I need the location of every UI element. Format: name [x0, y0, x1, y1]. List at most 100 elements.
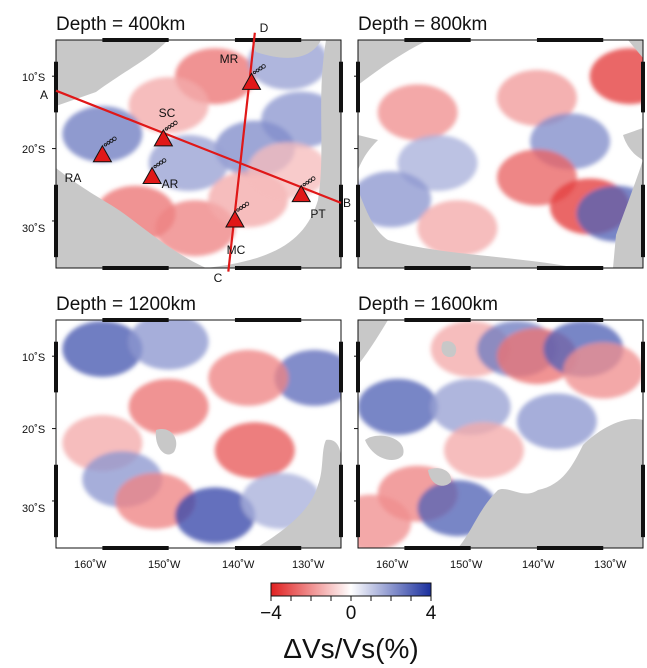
frame-bar — [339, 184, 343, 258]
hotspot-label-ar: AR — [162, 177, 179, 191]
frame-bar — [339, 341, 343, 393]
x-tick-160w-right: 160˚W — [376, 559, 409, 571]
frame-bar — [102, 266, 169, 270]
plume-dot — [308, 178, 313, 183]
plume-dot — [161, 158, 167, 163]
volcano-marker — [142, 166, 162, 185]
no-data-region — [358, 190, 578, 268]
x-tick-140w-right: 140˚W — [522, 559, 555, 571]
panel-title-400km: Depth = 400km — [56, 14, 185, 35]
colorbar-min-label: −4 — [260, 603, 282, 624]
frame-bar — [641, 184, 645, 258]
no-data-region — [365, 435, 404, 460]
hotspot-label-ra: RA — [65, 171, 82, 185]
plume-dot — [255, 68, 260, 73]
frame-bar — [536, 318, 604, 322]
frame-bar — [641, 61, 645, 113]
velocity-anomaly-blob — [417, 200, 498, 257]
panel-frame — [55, 39, 342, 269]
plume-dot — [302, 183, 306, 187]
velocity-anomaly-blob — [496, 69, 577, 126]
frame-bar — [54, 61, 58, 113]
velocity-anomaly-blob — [443, 422, 524, 479]
velocity-anomaly-blob — [128, 77, 209, 134]
velocity-anomaly-blob — [62, 106, 143, 163]
frame-bar — [404, 318, 471, 322]
hotspot-mr: MR — [220, 52, 266, 90]
volcano-marker — [153, 128, 174, 147]
plume-dot — [241, 203, 246, 208]
x-tick-160w-left: 160˚W — [74, 559, 107, 571]
volcano-marker — [92, 144, 113, 163]
frame-bar — [234, 266, 302, 270]
plume-dot — [153, 164, 157, 169]
panel-1600km — [354, 318, 645, 550]
velocity-anomaly-blob — [274, 349, 341, 406]
velocity-anomaly-blob — [358, 171, 432, 228]
velocity-anomaly-blob — [563, 342, 643, 399]
plume-dot — [109, 138, 114, 143]
x-tick-130w-right: 130˚W — [594, 559, 627, 571]
velocity-anomaly-blob — [214, 422, 295, 479]
colorbar-ticks — [270, 596, 432, 601]
no-data-region — [251, 40, 321, 58]
colorbar — [270, 582, 432, 597]
frame-bar — [536, 546, 604, 550]
frame-bar — [536, 38, 604, 42]
panel-frame — [55, 319, 342, 549]
plume-dot — [112, 136, 117, 142]
velocity-anomaly-blob — [208, 349, 289, 406]
plume-dot — [159, 160, 164, 165]
frame-bar — [536, 266, 604, 270]
panel-1200km — [52, 318, 343, 550]
hotspot-ar: AR — [142, 158, 179, 191]
hotspot-mc: MC — [225, 201, 250, 257]
velocity-anomaly-blob — [358, 378, 438, 435]
plume-dot — [106, 141, 111, 145]
frame-bar — [234, 318, 302, 322]
panel-title-1600km: Depth = 1600km — [358, 294, 498, 315]
frame-bar — [339, 61, 343, 113]
no-data-region — [206, 40, 341, 268]
frame-bar — [404, 38, 471, 42]
colorbar-mid-label: 0 — [346, 603, 357, 624]
velocity-anomaly-blob — [148, 135, 229, 192]
section-letter-a: A — [40, 88, 48, 102]
plume-dot — [170, 122, 175, 127]
x-tick-150w-right: 150˚W — [450, 559, 483, 571]
section-letter-c: C — [214, 271, 223, 285]
frame-bar — [339, 464, 343, 538]
volcano-marker — [225, 209, 245, 228]
y-tick-10s-top: 10˚S — [22, 72, 45, 84]
velocity-anomaly-blob — [430, 378, 511, 435]
plume-dot — [236, 208, 240, 212]
hotspot-pt: PT — [291, 176, 326, 221]
volcano-marker — [241, 72, 262, 90]
hotspot-ra: RA — [65, 136, 117, 185]
frame-bar — [641, 341, 645, 393]
plume-dot — [173, 120, 178, 126]
plume-dot — [156, 162, 160, 167]
frame-bar — [641, 464, 645, 538]
velocity-anomaly-blob — [516, 393, 597, 450]
velocity-anomaly-blob — [128, 320, 209, 370]
no-data-region — [428, 468, 452, 486]
velocity-anomaly-blob — [377, 84, 458, 141]
x-tick-130w-left: 130˚W — [292, 559, 325, 571]
frame-bar — [404, 266, 471, 270]
plume-dot — [305, 180, 310, 185]
velocity-anomaly-blob — [358, 494, 412, 548]
hotspot-sc: SC — [153, 106, 178, 147]
plume-dot — [261, 64, 266, 69]
x-tick-150w-left: 150˚W — [148, 559, 181, 571]
hotspot-label-pt: PT — [310, 207, 326, 221]
panel-400km: A B C D MR SC RA AR MC PT — [40, 21, 351, 285]
hotspot-label-sc: SC — [159, 106, 176, 120]
frame-bar — [102, 38, 169, 42]
y-tick-20s-bottom: 20˚S — [22, 424, 45, 436]
no-data-region — [256, 439, 341, 548]
section-letter-b: B — [343, 196, 351, 210]
panel-frame — [357, 319, 644, 549]
panel-title-800km: Depth = 800km — [358, 14, 487, 35]
y-tick-30s-top: 30˚S — [22, 223, 45, 235]
